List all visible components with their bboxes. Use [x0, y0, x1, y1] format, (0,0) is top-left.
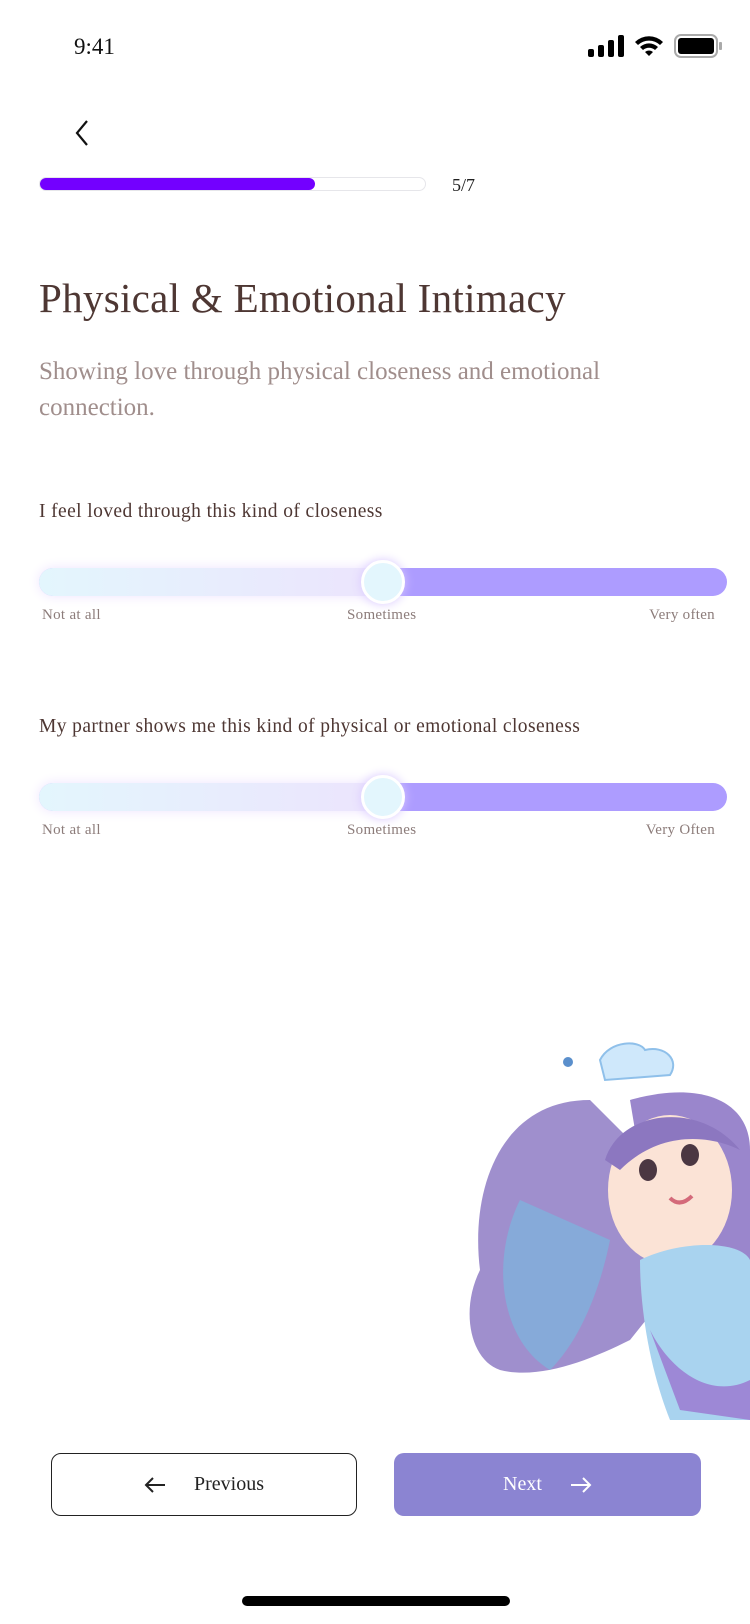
slider-thumb[interactable]	[361, 560, 405, 604]
slider-label-max: Very often	[649, 607, 715, 623]
wifi-icon	[635, 36, 663, 56]
question-1-prompt: I feel loved through this kind of closen…	[39, 501, 383, 522]
slider-label-min: Not at all	[42, 607, 101, 623]
progress-fill	[40, 178, 315, 190]
girl-illustration	[469, 1042, 750, 1420]
slider-thumb[interactable]	[361, 775, 405, 819]
slider-track-low	[39, 568, 383, 596]
previous-label: Previous	[194, 1473, 264, 1495]
arrow-right-icon	[570, 1476, 592, 1493]
question-1-slider[interactable]	[39, 560, 727, 604]
status-time: 9:41	[74, 34, 115, 59]
home-indicator	[242, 1596, 510, 1606]
arrow-left-icon	[144, 1476, 165, 1493]
slider-label-min: Not at all	[42, 822, 101, 838]
question-2-slider[interactable]	[39, 775, 727, 819]
progress-bar	[39, 177, 426, 191]
next-label: Next	[503, 1473, 542, 1495]
question-2-prompt: My partner shows me this kind of physica…	[39, 716, 581, 737]
next-button[interactable]: Next	[394, 1453, 701, 1516]
chevron-left-icon	[75, 120, 88, 146]
previous-button[interactable]: Previous	[51, 1453, 357, 1516]
slider-track-low	[39, 783, 383, 811]
page-subtitle: Showing love through physical closeness …	[39, 358, 601, 421]
slider-label-mid: Sometimes	[347, 822, 417, 838]
status-icons	[588, 34, 722, 58]
battery-icon	[674, 34, 722, 58]
slider-label-max: Very Often	[645, 822, 715, 838]
back-button[interactable]	[68, 116, 98, 150]
signal-icon	[588, 35, 624, 57]
page-title: Physical & Emotional Intimacy	[39, 275, 566, 321]
progress-label: 5/7	[452, 175, 476, 195]
slider-label-mid: Sometimes	[347, 607, 417, 623]
